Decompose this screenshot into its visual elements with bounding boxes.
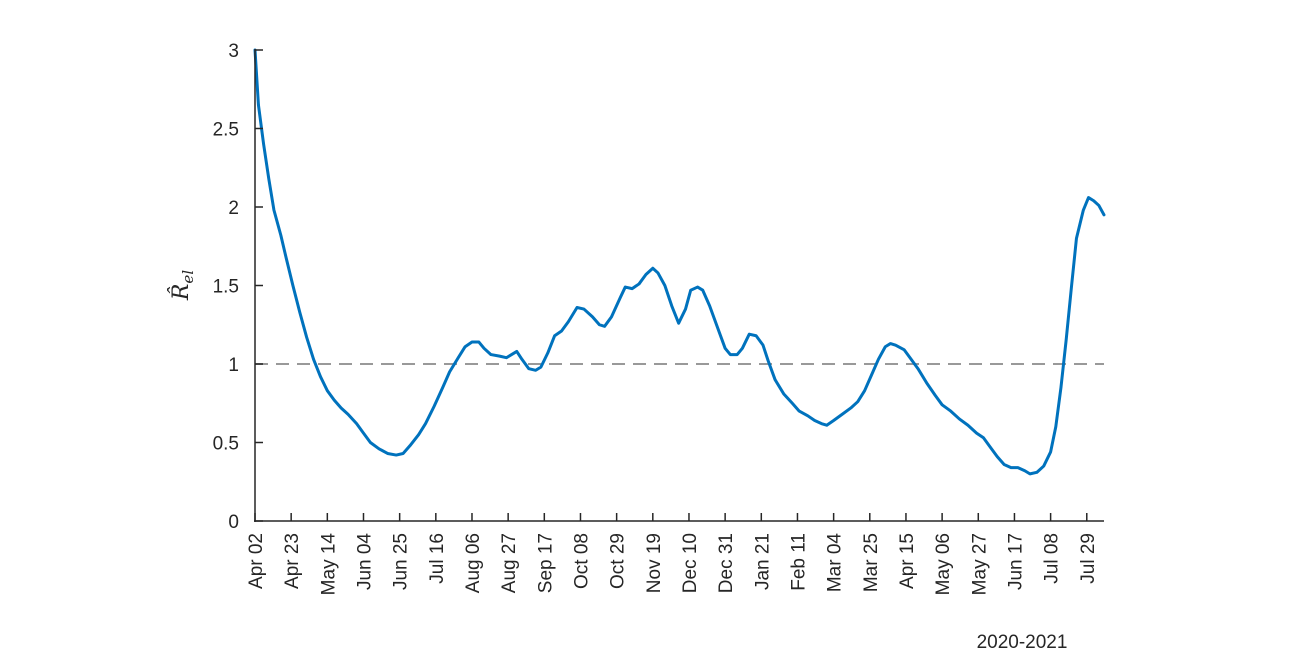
- x-tick-label: Apr 23: [282, 533, 303, 589]
- x-tick-label: May 14: [318, 533, 339, 596]
- x-tick-label: Jun 17: [1005, 533, 1026, 590]
- x-tick-label: Feb 11: [788, 533, 809, 591]
- x-tick-label: Sep 17: [535, 533, 556, 593]
- x-tick-label: May 06: [933, 533, 954, 595]
- x-tick-label: Apr 15: [897, 533, 918, 589]
- y-tick-label: 0.5: [213, 434, 239, 455]
- x-tick-label: Jul 16: [427, 533, 448, 584]
- series-line-0: [253, 48, 1106, 476]
- x-tick-label: Jun 25: [391, 533, 412, 590]
- x-tick-label: Mar 25: [861, 533, 882, 592]
- x-tick-label: Dec 10: [680, 533, 701, 593]
- y-tick-label: 2: [228, 198, 239, 219]
- x-tick-label: Oct 08: [571, 533, 592, 589]
- x-tick-label: Mar 04: [825, 533, 846, 593]
- x-tick-label: Apr 02: [246, 533, 267, 589]
- y-tick-label: 2.5: [213, 120, 239, 141]
- y-tick-label: 1.5: [213, 277, 239, 298]
- y-axis-label: R̂el: [168, 270, 197, 301]
- y-tick-label: 3: [228, 41, 239, 62]
- x-tick-label: Aug 06: [463, 533, 484, 593]
- x-tick-label: Jun 04: [354, 533, 375, 590]
- x-tick-label: Jul 29: [1078, 533, 1099, 584]
- x-tick-label: Aug 27: [499, 533, 520, 593]
- x-tick-label: Dec 31: [716, 533, 737, 593]
- x-tick-label: May 27: [969, 533, 990, 595]
- x-tick-label: Jan 21: [752, 533, 773, 590]
- x-tick-label: Oct 29: [608, 533, 629, 589]
- series-layer: [253, 48, 1106, 476]
- y-tick-label: 0: [228, 512, 239, 533]
- x-tick-label: Nov 19: [644, 533, 665, 593]
- x-tick-label: Jul 08: [1042, 533, 1063, 584]
- tick-labels: 0 0.5 1 1.5 2 2.5 3 Apr 02 Apr 23 May 14 Jun 04 Jun…: [213, 41, 1099, 595]
- axes: [254, 49, 1104, 522]
- x-axis-year-caption: 2020-2021: [977, 632, 1068, 653]
- y-tick-label: 1: [228, 355, 239, 376]
